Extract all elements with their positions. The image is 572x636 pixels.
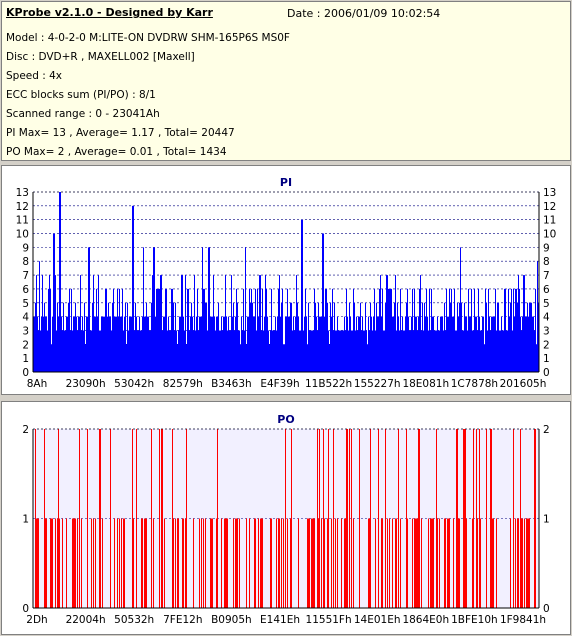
x-tick-label: 1BFE10h [451,614,498,626]
x-tick-label: 2Dh [26,614,47,626]
po-chart-panel: PO 0 0 1 1 2 2 2Dh 22004h 50532h 7FE12h B0905h E141E… [1,401,571,635]
x-tick-label: 155227h [354,378,401,390]
y-tick-label-right: 4 [543,312,550,324]
y-tick-label-right: 8 [543,256,550,268]
y-tick-label-left: 9 [22,242,29,254]
x-tick-label: 82579h [163,378,203,390]
x-tick-label: 14E01Eh [354,614,401,626]
info-speed: Speed : 4x [6,70,63,82]
info-ecc: ECC blocks sum (PI/PO) : 8/1 [6,89,156,101]
x-tick-label: 1C7878h [451,378,498,390]
y-tick-label-right: 0 [543,603,550,615]
x-tick-label: 50532h [114,614,154,626]
chart-title: PO [277,413,294,426]
x-tick-label: 11B522h [305,378,352,390]
y-tick-label-right: 2 [543,339,550,351]
info-disc: Disc : DVD+R , MAXELL002 [Maxell] [6,51,195,63]
y-tick-label-right: 10 [543,229,556,241]
y-tick-label-right: 0 [543,367,550,379]
y-tick-label-left: 1 [22,353,29,365]
x-tick-label: E4F39h [260,378,299,390]
y-tick-label-right: 1 [543,353,550,365]
y-tick-label-left: 12 [16,201,29,213]
chart-title: PI [280,176,292,189]
po-chart: PO 0 0 1 1 2 2 2Dh 22004h 50532h 7FE12h B0905h E141E… [22,413,550,626]
y-tick-label-left: 7 [22,270,29,282]
info-po-stats: PO Max= 2 , Average= 0.01 , Total= 1434 [6,146,227,158]
series-bars [33,192,539,372]
x-tick-label: B0905h [211,614,252,626]
y-tick-label-right: 6 [543,284,550,296]
y-tick-label-left: 10 [16,229,29,241]
x-tick-label: 7FE12h [163,614,202,626]
y-tick-label-left: 1 [22,514,29,526]
y-tick-label-left: 11 [16,215,29,227]
x-tick-label: 53042h [114,378,154,390]
y-tick-label-left: 4 [22,312,29,324]
x-tick-label: 1F9841h [500,614,546,626]
y-tick-label-right: 3 [543,325,550,337]
y-tick-label-right: 5 [543,298,550,310]
series-bars [35,429,536,608]
scan-date: Date : 2006/01/09 10:02:54 [287,7,441,20]
y-tick-label-right: 7 [543,270,550,282]
y-tick-label-left: 0 [22,603,29,615]
info-pi-stats: PI Max= 13 , Average= 1.17 , Total= 2044… [6,127,235,139]
x-tick-label: 22004h [66,614,106,626]
y-tick-label-right: 12 [543,201,556,213]
y-tick-label-left: 2 [22,339,29,351]
x-tick-label: 18E081h [402,378,449,390]
x-tick-label: 23090h [66,378,106,390]
y-tick-label-left: 5 [22,298,29,310]
y-tick-label-right: 2 [543,424,550,436]
y-tick-label-right: 13 [543,187,556,199]
info-panel: KProbe v2.1.0 - Designed by Karr Date : … [1,1,571,161]
y-tick-label-left: 0 [22,367,29,379]
y-tick-label-left: 3 [22,325,29,337]
app-title: KProbe v2.1.0 - Designed by Karr [6,6,213,19]
x-tick-label: 201605h [500,378,547,390]
y-tick-label-right: 9 [543,242,550,254]
y-tick-label-left: 2 [22,424,29,436]
x-tick-label: 1864E0h [402,614,449,626]
y-tick-label-right: 1 [543,514,550,526]
info-range: Scanned range : 0 - 23041Ah [6,108,160,120]
x-tick-label: 8Ah [27,378,48,390]
y-tick-label-left: 6 [22,284,29,296]
info-model: Model : 4-0-2-0 M:LITE-ON DVDRW SHM-165P… [6,32,290,44]
x-tick-label: B3463h [211,378,252,390]
pi-chart-panel: PI 0 0 1 1 2 2 3 3 4 4 5 5 6 6 7 7 8 8 9 9 10 10 11 11 12 12 13 13 8A… [1,165,571,395]
y-tick-label-left: 13 [16,187,29,199]
y-tick-label-right: 11 [543,215,556,227]
x-tick-label: 11551Fh [306,614,352,626]
y-tick-label-left: 8 [22,256,29,268]
x-tick-label: E141Eh [260,614,300,626]
